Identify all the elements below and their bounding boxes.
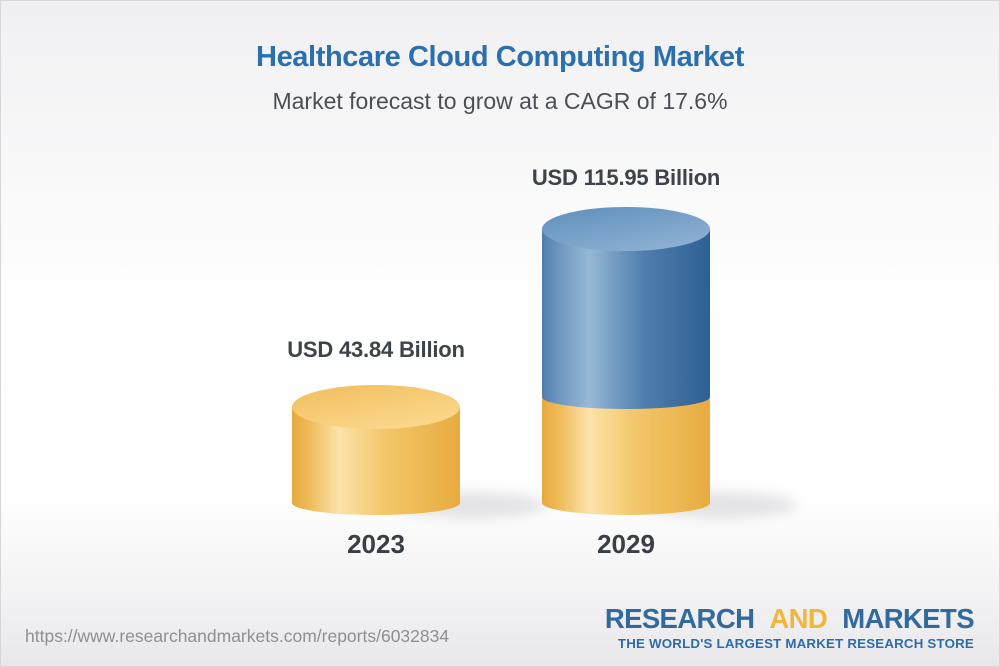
report-url: https://www.researchandmarkets.com/repor… <box>25 626 450 646</box>
logo-tagline: THE WORLD'S LARGEST MARKET RESEARCH STOR… <box>617 635 974 651</box>
logo-word-research: RESEARCH <box>604 603 755 634</box>
value-label-2029: USD 115.95 Billion <box>531 165 721 190</box>
logo-word-and: AND <box>769 603 828 634</box>
company-logo: RESEARCH AND MARKETS THE WORLD'S LARGEST… <box>604 603 975 651</box>
logo-wordmark: RESEARCH AND MARKETS <box>604 603 975 634</box>
axis-label-2023: 2023 <box>347 529 405 559</box>
axis-label-2029: 2029 <box>597 529 655 559</box>
page-subtitle: Market forecast to grow at a CAGR of 17.… <box>272 88 728 114</box>
value-label-2023: USD 43.84 Billion <box>287 337 465 362</box>
logo-word-markets: MARKETS <box>842 603 974 634</box>
page-title: Healthcare Cloud Computing Market <box>256 41 744 73</box>
